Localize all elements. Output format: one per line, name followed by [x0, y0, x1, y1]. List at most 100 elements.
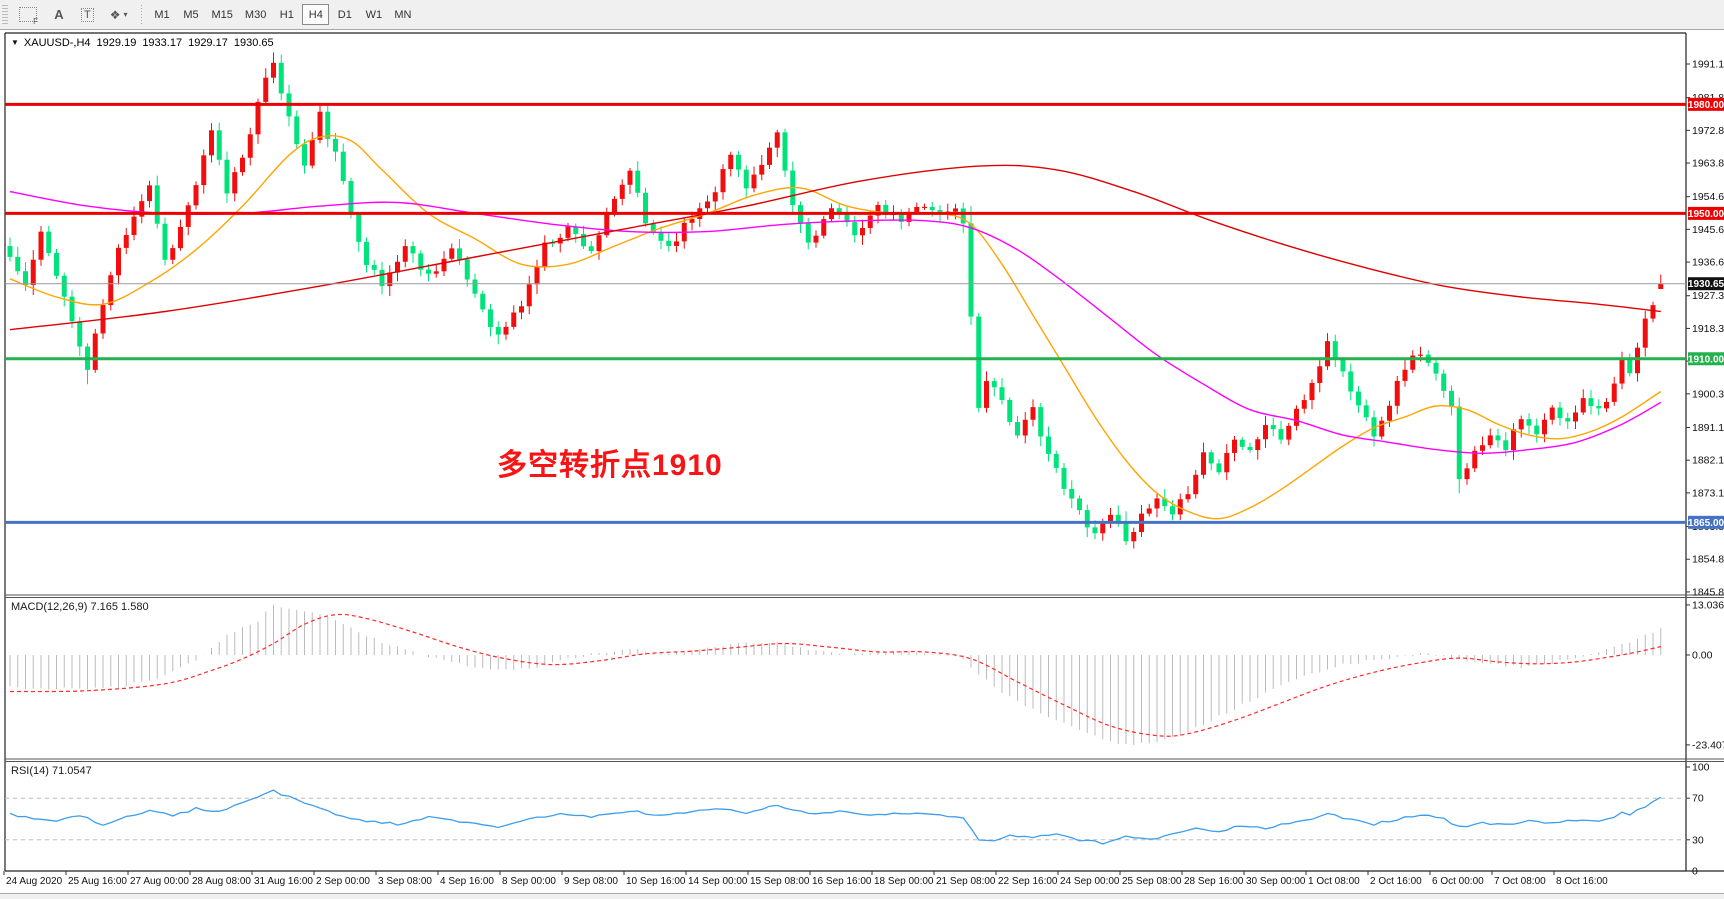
- macd-signal-line: [9, 613, 1661, 737]
- axis-tick-label: 1900.35: [1692, 388, 1724, 400]
- high-value: 1933.17: [142, 37, 183, 49]
- toolbar-grip-icon[interactable]: [2, 4, 8, 25]
- letter-a-icon: A: [54, 7, 64, 22]
- time-tick-label: 8 Oct 16:00: [1556, 876, 1608, 887]
- price-tag-1980.00: 1980.00: [1688, 97, 1724, 111]
- ma-slow-line: [9, 164, 1661, 331]
- price-tag-1950.00: 1950.00: [1688, 206, 1724, 220]
- time-tick-label: 10 Sep 16:00: [626, 876, 686, 887]
- time-tick-label: 6 Oct 00:00: [1432, 876, 1484, 887]
- axis-tick-label: 13.036: [1692, 599, 1724, 611]
- symbol-header: ▼ XAUUSD-,H4 1929.19 1933.17 1929.17 1930.65: [11, 37, 274, 49]
- price-tag-1865.00: 1865.00: [1688, 515, 1724, 529]
- close-value: 1930.65: [233, 37, 274, 49]
- macd-histogram: [9, 604, 1662, 745]
- axis-tick-label: 1882.10: [1692, 455, 1724, 467]
- open-value: 1929.19: [96, 37, 137, 49]
- chevron-down-icon[interactable]: ▼: [11, 38, 19, 47]
- svg-text:1865.00: 1865.00: [1688, 518, 1724, 529]
- svg-text:1980.00: 1980.00: [1688, 100, 1724, 111]
- chart-template-button[interactable]: F: [12, 4, 44, 26]
- axis-tick-label: 1927.35: [1692, 290, 1724, 302]
- status-strip: [0, 893, 1724, 899]
- timeframe-button-M5[interactable]: M5: [178, 4, 205, 25]
- time-tick-label: 22 Sep 16:00: [998, 876, 1058, 887]
- timeframe-button-M30[interactable]: M30: [240, 4, 271, 25]
- rsi-indicator-label: RSI(14) 71.0547: [11, 765, 92, 777]
- timeframe-button-H4[interactable]: H4: [302, 4, 330, 25]
- toolbar-separator: [140, 4, 142, 25]
- symbol-label: XAUUSD-,H4: [23, 37, 91, 49]
- macd-indicator-label: MACD(12,26,9) 7.165 1.580: [11, 601, 149, 613]
- time-tick-label: 21 Sep 08:00: [936, 876, 996, 887]
- timeframe-buttons: M1 M5 M15 M30 H1 H4 D1 W1 MN: [148, 4, 418, 25]
- axis-tick-label: 1991.10: [1692, 59, 1724, 71]
- axis-tick-label: 0.00: [1692, 650, 1713, 662]
- axis-tick-label: 1972.85: [1692, 125, 1724, 137]
- rsi-line: [9, 789, 1662, 845]
- time-tick-label: 18 Sep 00:00: [874, 876, 934, 887]
- timeframe-button-M15[interactable]: M15: [207, 4, 238, 25]
- ma-mid-line: [9, 190, 1662, 455]
- axis-tick-label: 0: [1692, 866, 1698, 878]
- time-tick-label: 30 Sep 00:00: [1246, 876, 1306, 887]
- time-tick-label: 4 Sep 16:00: [440, 876, 494, 887]
- timeframe-button-H1[interactable]: H1: [273, 4, 300, 25]
- time-tick-label: 14 Sep 00:00: [688, 876, 748, 887]
- timeframe-button-D1[interactable]: D1: [331, 4, 358, 25]
- axis-tick-label: 70: [1692, 793, 1704, 805]
- time-tick-label: 24 Aug 2020: [6, 876, 63, 887]
- candles-group: [7, 52, 1664, 549]
- timeframe-button-M1[interactable]: M1: [149, 4, 176, 25]
- time-tick-label: 16 Sep 16:00: [812, 876, 872, 887]
- text-label-tool-button[interactable]: A: [46, 4, 72, 26]
- price-axis[interactable]: 1991.101981.851972.851963.851954.601945.…: [1686, 59, 1724, 878]
- axis-tick-label: 1873.10: [1692, 487, 1724, 499]
- axis-tick-label: 1936.60: [1692, 257, 1724, 269]
- toolbar: F A T ❖ ▾ M1 M5 M15 M30 H1 H4 D1 W1 MN: [0, 0, 1724, 30]
- timeframe-button-MN[interactable]: MN: [389, 4, 416, 25]
- axis-tick-label: 1954.60: [1692, 191, 1724, 203]
- axis-tick-label: 1845.85: [1692, 586, 1724, 598]
- time-tick-label: 2 Oct 16:00: [1370, 876, 1422, 887]
- svg-text:1950.00: 1950.00: [1688, 209, 1724, 220]
- axis-tick-label: 1891.10: [1692, 422, 1724, 434]
- axis-tick-label: 1963.85: [1692, 158, 1724, 170]
- time-axis[interactable]: 24 Aug 2020 25 Aug 16:00 27 Aug 00:00 28 Au…: [3, 871, 1608, 887]
- time-tick-label: 2 Sep 00:00: [316, 876, 370, 887]
- time-tick-label: 1 Oct 08:00: [1308, 876, 1360, 887]
- chevron-down-icon: ▾: [123, 10, 128, 19]
- time-tick-label: 28 Aug 08:00: [192, 876, 251, 887]
- time-tick-label: 25 Aug 16:00: [68, 876, 127, 887]
- time-tick-label: 15 Sep 08:00: [750, 876, 810, 887]
- time-tick-label: 25 Sep 08:00: [1122, 876, 1182, 887]
- boxed-t-icon: T: [81, 7, 94, 22]
- axis-tick-label: 100: [1692, 762, 1710, 774]
- price-tag-1910.00: 1910.00: [1688, 352, 1724, 366]
- arrow-objects-button[interactable]: ❖ ▾: [103, 4, 135, 26]
- time-tick-label: 8 Sep 00:00: [502, 876, 556, 887]
- low-value: 1929.17: [188, 37, 228, 49]
- time-tick-label: 24 Sep 00:00: [1060, 876, 1120, 887]
- text-tool-button[interactable]: T: [74, 4, 101, 26]
- axis-tick-label: 30: [1692, 834, 1704, 846]
- axis-tick-label: -23.407: [1692, 739, 1724, 751]
- arrows-icon: ❖: [109, 7, 121, 22]
- axis-tick-label: 1945.60: [1692, 224, 1724, 236]
- panel-frame: [4, 32, 1724, 872]
- price-tag-1930.65: 1930.65: [1688, 277, 1724, 291]
- time-tick-label: 3 Sep 08:00: [378, 876, 432, 887]
- svg-text:1930.65: 1930.65: [1688, 279, 1724, 290]
- axis-tick-label: 1918.35: [1692, 323, 1724, 335]
- timeframe-button-W1[interactable]: W1: [360, 4, 387, 25]
- ma-fast-line: [9, 134, 1662, 520]
- time-tick-label: 31 Aug 16:00: [254, 876, 313, 887]
- axis-tick-label: 1854.85: [1692, 554, 1724, 566]
- time-tick-label: 27 Aug 00:00: [130, 876, 189, 887]
- grid-f-icon: F: [19, 7, 38, 26]
- chart-annotation: 多空转折点1910: [497, 449, 723, 482]
- svg-text:1910.00: 1910.00: [1688, 354, 1724, 365]
- time-tick-label: 28 Sep 16:00: [1184, 876, 1244, 887]
- time-tick-label: 7 Oct 08:00: [1494, 876, 1546, 887]
